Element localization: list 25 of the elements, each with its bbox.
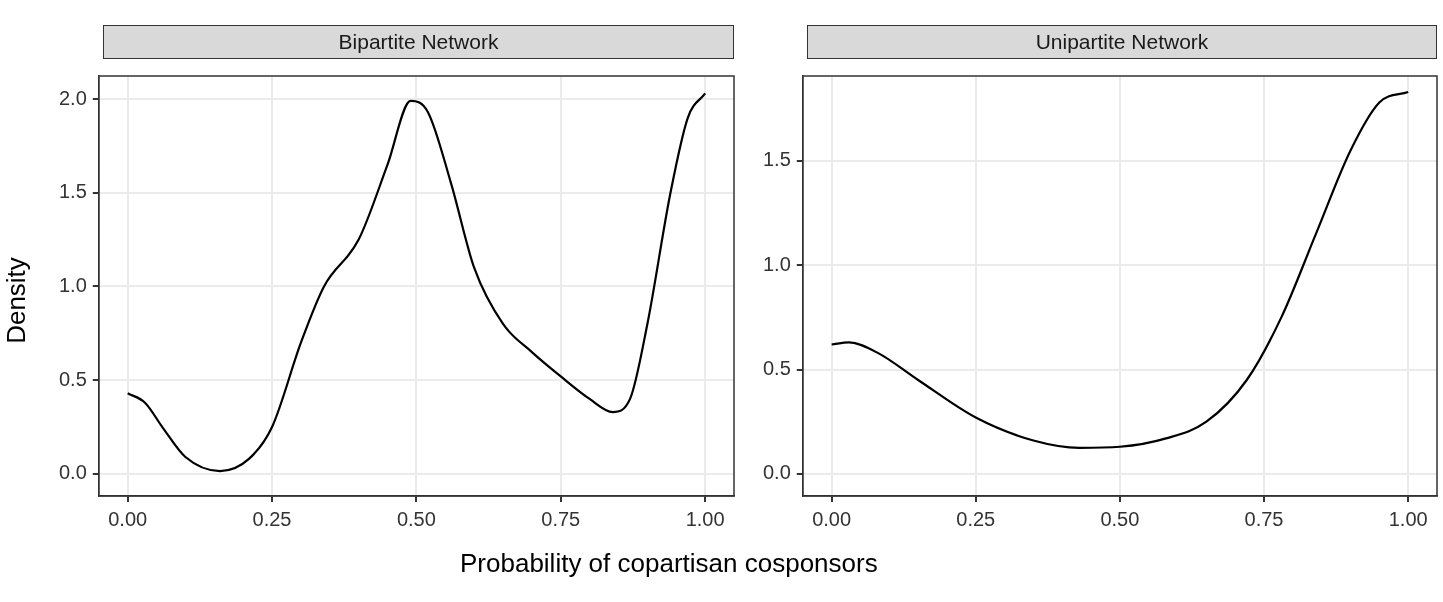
x-tick-label: 0.00 (108, 507, 148, 530)
x-tick-label: 0.50 (396, 507, 436, 530)
y-tick-label: 0.5 (762, 357, 791, 380)
chart-title: Bipartite Network (103, 25, 734, 59)
x-tick-label: 1.00 (685, 507, 725, 530)
y-tick-label: 1.0 (58, 273, 87, 296)
x-tick-label: 0.25 (252, 507, 292, 530)
y-tick-label: 1.5 (762, 148, 791, 171)
chart-title: Unipartite Network (807, 25, 1437, 59)
y-tick-label: 0.0 (762, 461, 791, 484)
y-tick-label: 1.0 (762, 252, 791, 275)
x-tick-label: 0.50 (1100, 507, 1140, 530)
x-tick-label: 0.25 (956, 507, 996, 530)
x-tick-label: 0.00 (812, 507, 852, 530)
y-tick-label: 1.5 (58, 180, 87, 203)
y-tick-label: 2.0 (58, 86, 87, 109)
x-tick-label: 0.75 (1244, 507, 1284, 530)
y-tick-label: 0.5 (58, 367, 87, 390)
x-axis-title: Probability of copartisan cosponsors (460, 548, 878, 579)
line-series (126, 92, 707, 473)
line-series (830, 90, 1410, 449)
y-tick-label: 0.0 (58, 461, 87, 484)
x-tick-label: 0.75 (541, 507, 581, 530)
y-axis-title: Density (0, 256, 32, 346)
x-tick-label: 1.00 (1388, 507, 1428, 530)
